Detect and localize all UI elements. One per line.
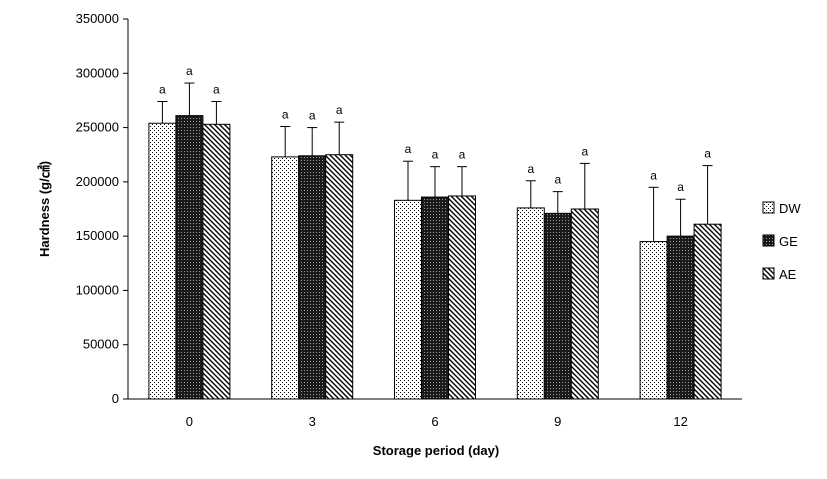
- y-tick-label: 300000: [76, 65, 119, 80]
- significance-label: a: [459, 148, 466, 162]
- significance-label: a: [282, 107, 289, 121]
- bar-ge-9: [543, 212, 572, 400]
- significance-label: a: [213, 83, 220, 97]
- legend-swatch-ae: [762, 267, 775, 280]
- x-tick-label: 6: [431, 414, 438, 429]
- plot-area: 0 50000 100000 150000 200000 250000 300000 3500…: [76, 11, 742, 429]
- y-tick-label: 50000: [83, 337, 119, 352]
- y-tick-label: 0: [112, 391, 119, 406]
- significance-label: a: [186, 64, 193, 78]
- y-tick-label: 250000: [76, 120, 119, 135]
- significance-label: a: [554, 173, 561, 187]
- bar-dw-3: [271, 156, 300, 400]
- y-axis-title: Hardness (g/㎠): [37, 161, 52, 257]
- y-tick-label: 200000: [76, 174, 119, 189]
- bar-dw-9: [516, 207, 545, 400]
- bar-ge-3: [298, 155, 327, 400]
- bar-ge-6: [421, 196, 449, 400]
- significance-label: a: [432, 148, 439, 162]
- significance-label: a: [159, 83, 166, 97]
- legend-label-dw: DW: [779, 201, 801, 216]
- x-tick-label: 3: [309, 414, 316, 429]
- legend-label-ge: GE: [779, 234, 798, 249]
- significance-label: a: [650, 168, 657, 182]
- significance-label: a: [677, 180, 684, 194]
- bar-ge-0: [175, 115, 204, 400]
- bar-ae-12: [693, 223, 722, 400]
- legend: DW GE AE: [762, 201, 801, 282]
- significance-label: a: [581, 144, 588, 158]
- significance-label: a: [309, 109, 316, 123]
- bar-dw-12: [639, 241, 668, 400]
- significance-label: a: [336, 103, 343, 117]
- legend-swatch-dw: [762, 201, 775, 214]
- legend-label-ae: AE: [779, 267, 797, 282]
- x-tick-label: 9: [554, 414, 561, 429]
- y-tick-label: 150000: [76, 228, 119, 243]
- y-tick-label: 100000: [76, 282, 119, 297]
- significance-label: a: [405, 142, 412, 156]
- bar-ae-3: [325, 154, 354, 400]
- bar-dw-6: [394, 199, 422, 400]
- x-tick-label: 0: [186, 414, 193, 429]
- bar-ae-9: [570, 208, 599, 400]
- bar-ge-12: [666, 235, 695, 400]
- bar-ae-0: [202, 123, 231, 400]
- x-axis-title: Storage period (day): [373, 443, 499, 458]
- x-tick-label: 12: [673, 414, 687, 429]
- significance-label: a: [527, 162, 534, 176]
- bar-dw-0: [148, 122, 177, 400]
- legend-swatch-ge: [762, 234, 775, 247]
- significance-label: a: [704, 147, 711, 161]
- bar-ae-6: [448, 195, 476, 400]
- y-tick-label: 350000: [76, 11, 119, 26]
